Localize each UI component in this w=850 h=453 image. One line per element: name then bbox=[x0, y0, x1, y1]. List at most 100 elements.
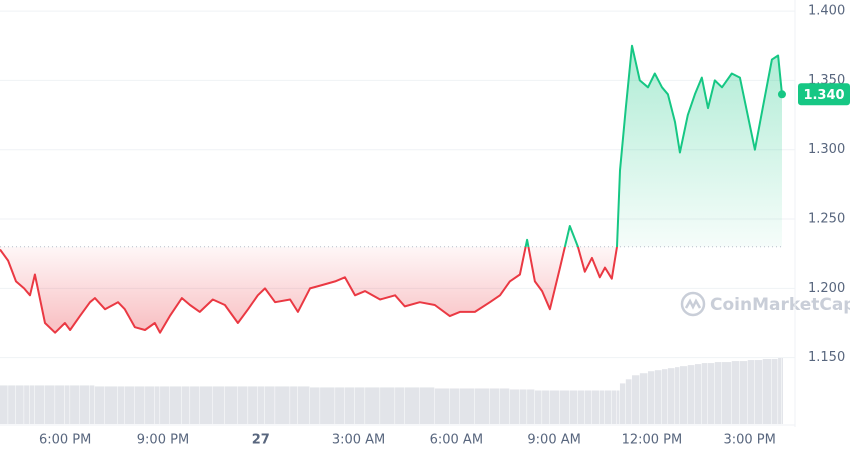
volume-bar bbox=[675, 367, 680, 424]
volume-bar bbox=[731, 361, 740, 424]
volume-bar bbox=[44, 385, 55, 424]
volume-bar bbox=[154, 386, 160, 424]
price-tag-label: 1.340 bbox=[803, 88, 844, 103]
volume-bar bbox=[265, 386, 275, 424]
volume-bar bbox=[449, 388, 460, 424]
volume-bar bbox=[747, 360, 755, 424]
volume-bar bbox=[591, 390, 600, 424]
volume-bar bbox=[320, 387, 335, 424]
volume-bar bbox=[500, 388, 510, 424]
volume-bar bbox=[212, 386, 225, 424]
volume-bar bbox=[739, 361, 748, 424]
volume-bar bbox=[134, 386, 145, 424]
volume-bar bbox=[679, 366, 688, 424]
x-tick-label: 3:00 PM bbox=[723, 433, 775, 448]
volume-bar bbox=[694, 364, 702, 424]
volume-bar bbox=[64, 385, 70, 424]
volume-bar bbox=[29, 385, 35, 424]
volume-bar bbox=[145, 386, 155, 424]
volume-bar bbox=[181, 386, 190, 424]
volume-bar bbox=[24, 385, 30, 424]
volume-bar bbox=[395, 387, 405, 424]
volume-bar bbox=[354, 387, 365, 424]
x-tick-label: 12:00 PM bbox=[622, 433, 683, 448]
volume-bar bbox=[619, 383, 626, 424]
y-tick-label: 1.300 bbox=[808, 142, 845, 157]
volume-bar bbox=[257, 386, 265, 424]
volume-bar bbox=[667, 368, 675, 424]
y-tick-label: 1.150 bbox=[808, 350, 845, 365]
volume-bar bbox=[237, 386, 248, 424]
volume-bar bbox=[662, 369, 668, 424]
volume-bar bbox=[70, 385, 80, 424]
volume-bar bbox=[754, 360, 763, 424]
area bbox=[0, 45, 782, 333]
volume-bar bbox=[124, 386, 135, 424]
volume-bar bbox=[55, 385, 65, 424]
volume-bar bbox=[117, 386, 125, 424]
volume-bar bbox=[604, 390, 612, 424]
volume-bar bbox=[190, 386, 200, 424]
volume-bar bbox=[224, 386, 238, 424]
x-tick-label: 3:00 AM bbox=[332, 433, 385, 448]
volume-bar bbox=[15, 385, 24, 424]
volume-bar bbox=[771, 359, 778, 424]
volume-bar bbox=[335, 387, 345, 424]
volume-bar bbox=[160, 386, 170, 424]
price-line bbox=[0, 44, 783, 334]
volume-bar bbox=[527, 389, 535, 424]
volume-bar bbox=[79, 385, 90, 424]
volume-bar bbox=[489, 388, 500, 424]
price-tag bbox=[798, 83, 850, 106]
volume-bar bbox=[654, 370, 662, 424]
x-tick-label: 9:00 PM bbox=[137, 433, 189, 448]
volume-bar bbox=[707, 363, 715, 424]
y-tick-label: 1.400 bbox=[808, 4, 845, 19]
volume-bar bbox=[404, 387, 420, 424]
volume-bar bbox=[687, 365, 695, 424]
volume-bar bbox=[474, 388, 490, 424]
last-point bbox=[777, 90, 786, 99]
volume-bar bbox=[559, 390, 570, 424]
volume-bar bbox=[778, 358, 782, 424]
volume-bar bbox=[8, 385, 16, 424]
volume-bar bbox=[459, 388, 475, 424]
volume-bar bbox=[519, 389, 527, 424]
volume-bar bbox=[577, 390, 585, 424]
volume-bar bbox=[89, 385, 95, 424]
volume-bar bbox=[647, 371, 655, 424]
watermark: CoinMarketCap bbox=[680, 291, 850, 317]
volume-bar bbox=[639, 373, 648, 424]
watermark-text: CoinMarketCap bbox=[710, 295, 850, 315]
volume-bar bbox=[617, 390, 620, 424]
x-tick-label: 6:00 AM bbox=[430, 433, 483, 448]
volume-bar bbox=[599, 390, 605, 424]
volume-bar bbox=[104, 386, 118, 424]
volume-bar bbox=[569, 390, 578, 424]
volume-bar bbox=[34, 385, 45, 424]
volume-bar bbox=[380, 387, 395, 424]
x-tick-label: 6:00 PM bbox=[39, 433, 91, 448]
volume-bar bbox=[701, 363, 708, 424]
volume-bar bbox=[365, 387, 380, 424]
volume-bar bbox=[0, 385, 8, 424]
volume-bar bbox=[169, 386, 182, 424]
volume-bar bbox=[584, 390, 592, 424]
volume-bar bbox=[199, 386, 213, 424]
volume-bar bbox=[542, 390, 550, 424]
volume-bar bbox=[275, 386, 290, 424]
volume-bar bbox=[509, 389, 520, 424]
volume-bar bbox=[434, 388, 450, 424]
x-tick-label: 27 bbox=[252, 433, 270, 448]
volume-bar bbox=[632, 375, 640, 424]
volume-bar bbox=[611, 390, 617, 424]
volume-bar bbox=[534, 390, 542, 424]
volume-bar bbox=[549, 390, 560, 424]
y-tick-label: 1.250 bbox=[808, 212, 845, 227]
x-tick-label: 9:00 AM bbox=[527, 433, 580, 448]
volume-bar bbox=[419, 387, 435, 424]
volume-bar bbox=[714, 362, 722, 424]
volume-bar bbox=[297, 386, 310, 424]
volume-bar bbox=[248, 386, 258, 424]
